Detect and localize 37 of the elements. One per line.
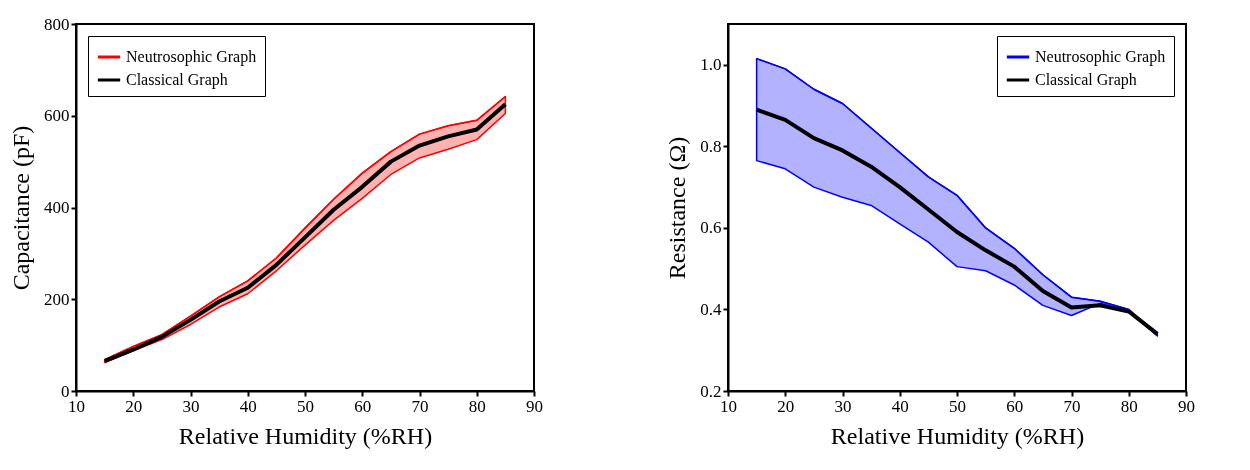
x-tick-label: 20 — [125, 396, 143, 416]
x-tick-label: 90 — [526, 396, 543, 416]
x-tick-label: 50 — [297, 396, 314, 416]
y-tick-label: 1.0 — [700, 55, 722, 75]
x-tick-label: 30 — [182, 396, 200, 416]
x-tick-label: 90 — [1178, 396, 1195, 416]
x-tick-label: 70 — [411, 396, 429, 416]
y-tick-label: 200 — [44, 289, 70, 309]
x-tick-label: 30 — [834, 396, 852, 416]
legend-label: Neutrosophic Graph — [1035, 48, 1166, 66]
legend-label: Neutrosophic Graph — [126, 48, 257, 66]
x-tick-label: 50 — [949, 396, 966, 416]
x-tick-label: 80 — [468, 396, 486, 416]
legend-label: Classical Graph — [1035, 71, 1137, 89]
y-tick-label: 600 — [44, 106, 70, 126]
x-tick-label: 80 — [1120, 396, 1138, 416]
x-tick-label: 10 — [68, 396, 85, 416]
x-tick-label: 20 — [777, 396, 795, 416]
y-tick-label: 0.8 — [700, 136, 722, 156]
y-tick-label: 800 — [44, 14, 70, 34]
x-tick-label: 40 — [239, 396, 257, 416]
y-axis-title: Resistance (Ω) — [664, 136, 691, 280]
y-tick-label: 0.4 — [700, 299, 722, 319]
x-tick-label: 60 — [354, 396, 372, 416]
y-tick-label: 0.6 — [700, 218, 722, 238]
y-tick-label: 0.2 — [700, 381, 722, 401]
y-tick-label: 0 — [61, 381, 70, 401]
x-tick-label: 40 — [891, 396, 909, 416]
x-axis-title: Relative Humidity (%RH) — [178, 422, 433, 449]
legend-label: Classical Graph — [126, 71, 228, 89]
x-axis-title: Relative Humidity (%RH) — [830, 422, 1085, 449]
line-series — [754, 107, 1160, 336]
x-tick-label: 60 — [1006, 396, 1024, 416]
x-tick-label: 10 — [720, 396, 737, 416]
y-axis-title: Capacitance (pF) — [8, 125, 34, 291]
x-tick-label: 70 — [1063, 396, 1081, 416]
y-tick-label: 400 — [44, 198, 70, 217]
